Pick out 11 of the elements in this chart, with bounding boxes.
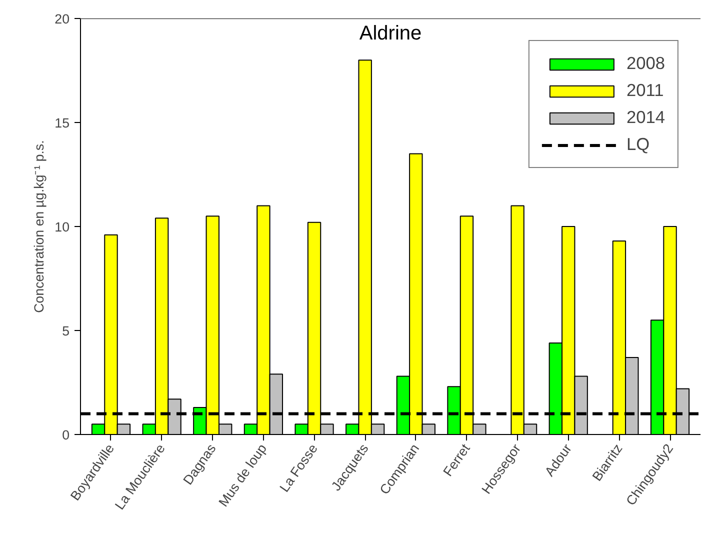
y-axis-title: Concentration en µg.kg⁻¹ p.s.: [32, 140, 47, 313]
y-tick-label: 10: [54, 220, 70, 234]
y-tick-label: 15: [54, 116, 70, 130]
legend-label: 2008: [626, 53, 665, 74]
y-tick-label: 5: [62, 324, 70, 338]
y-tick-label: 0: [62, 428, 70, 442]
chart-title: Aldrine: [359, 22, 422, 44]
legend-label: 2011: [626, 80, 664, 101]
legend-label: 2014: [626, 107, 665, 128]
y-tick-label: 20: [54, 12, 70, 26]
legend-label: LQ: [626, 134, 650, 155]
